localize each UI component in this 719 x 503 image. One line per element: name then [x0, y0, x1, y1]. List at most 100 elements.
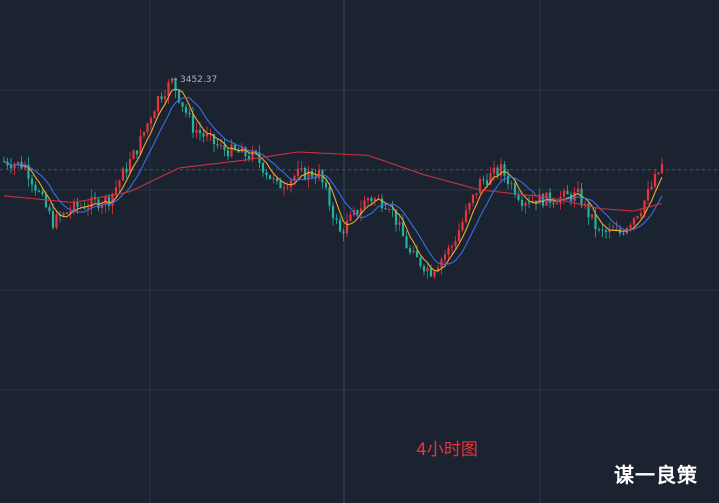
candle-body [482, 179, 485, 181]
candle-body [373, 198, 377, 202]
candle-body [324, 182, 328, 188]
candle-body [293, 176, 296, 181]
candle-body [198, 130, 202, 134]
candle-body [244, 147, 247, 156]
candle-body [139, 135, 142, 155]
candle-body [475, 193, 478, 195]
candle-body [202, 133, 205, 137]
candle-body [300, 167, 303, 169]
candle-body [657, 172, 660, 174]
candle-body [174, 78, 177, 91]
candle-body [363, 200, 366, 209]
candle-body [349, 214, 352, 221]
candle-body [503, 164, 506, 176]
candle-body [387, 208, 391, 210]
candle-body [443, 254, 447, 260]
candle-body [16, 161, 20, 165]
candle-body [447, 247, 450, 255]
candle-body [142, 131, 146, 136]
candle-body [296, 168, 300, 177]
candle-body [209, 134, 212, 136]
candle-body [520, 199, 524, 206]
candle-body [419, 257, 422, 266]
candle-body [156, 96, 160, 112]
candle-body [646, 188, 650, 201]
candle-body [51, 211, 55, 228]
candle-body [583, 203, 587, 206]
candle-body [629, 224, 632, 229]
candle-body [531, 200, 534, 203]
candle-body [247, 155, 251, 159]
candle-body [356, 210, 359, 215]
candle-body [76, 201, 79, 207]
candle-body [184, 106, 188, 113]
candle-body [72, 201, 76, 212]
candle-body [468, 202, 471, 211]
candle-body [541, 194, 545, 206]
candle-body [251, 150, 254, 159]
candle-body [643, 200, 646, 214]
candle-body [135, 150, 139, 155]
candle-body [660, 163, 664, 173]
candle-body [370, 198, 373, 202]
candle-body [261, 163, 265, 173]
candle-body [492, 167, 496, 174]
candle-body [394, 209, 398, 225]
candle-body [30, 178, 34, 185]
candle-body [55, 214, 58, 228]
candle-body [195, 130, 198, 133]
candle-body [412, 250, 415, 253]
ma-long-line [3, 151, 663, 212]
candle-body [580, 188, 583, 206]
candle-body [163, 96, 167, 100]
candle-body [177, 90, 181, 103]
candle-body [114, 187, 118, 194]
candle-body [653, 173, 657, 187]
candle-body [100, 204, 104, 209]
candle-body [639, 213, 643, 217]
candle-body [380, 198, 384, 209]
candle-body [121, 168, 125, 181]
candle-body [342, 231, 345, 234]
candle-body [506, 175, 510, 184]
candle-body [499, 164, 503, 176]
candle-body [513, 183, 517, 195]
candle-body [65, 212, 69, 214]
candle-body [9, 165, 13, 169]
brand-watermark: 谋一良策 [614, 463, 698, 487]
candle-body [636, 216, 639, 219]
candle-body [489, 173, 492, 185]
candle-body [328, 187, 331, 206]
candle-body [604, 230, 608, 233]
candle-body [69, 211, 72, 214]
candle-body [170, 78, 174, 83]
candle-body [433, 271, 436, 277]
candle-body [429, 267, 433, 277]
candle-body [650, 186, 653, 189]
candle-body [524, 202, 527, 206]
candle-body [573, 192, 576, 202]
candle-body [268, 175, 272, 180]
candle-body [216, 144, 219, 146]
candle-body [384, 208, 387, 210]
candle-body [450, 246, 454, 248]
candle-body [153, 111, 156, 119]
candle-body [282, 187, 286, 189]
candle-body [111, 193, 114, 206]
candle-body [233, 144, 237, 150]
candle-body [226, 150, 230, 157]
candle-body [464, 210, 468, 222]
candle-body [41, 191, 44, 195]
candle-body [149, 118, 153, 124]
candle-body [86, 207, 90, 209]
candle-body [37, 190, 41, 192]
candle-body [496, 167, 499, 176]
candle-body [48, 207, 51, 212]
candle-body [132, 150, 135, 160]
candle-body [307, 170, 310, 180]
candle-body [191, 114, 195, 133]
candle-body [62, 212, 65, 216]
candle-body [279, 181, 282, 189]
candle-body [223, 145, 226, 151]
candle-body [303, 167, 307, 180]
